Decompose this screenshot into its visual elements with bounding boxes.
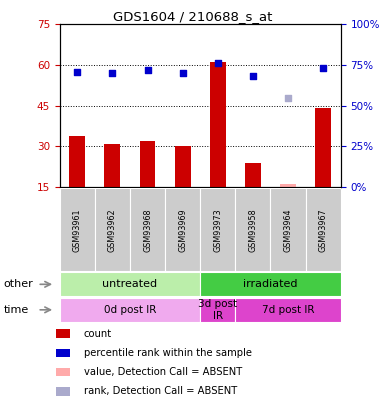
Text: 7d post IR: 7d post IR [262, 305, 314, 315]
Point [320, 65, 326, 72]
Bar [200, 298, 235, 322]
Bar [235, 298, 341, 322]
Text: value, Detection Call = ABSENT: value, Detection Call = ABSENT [84, 367, 242, 377]
Bar [245, 163, 261, 187]
Point [109, 70, 116, 77]
Text: 0d post IR: 0d post IR [104, 305, 156, 315]
Text: GSM93968: GSM93968 [143, 208, 152, 252]
Point [179, 70, 186, 77]
Text: GSM93962: GSM93962 [108, 208, 117, 252]
Text: irradiated: irradiated [243, 279, 298, 289]
Text: other: other [4, 279, 33, 289]
Text: untreated: untreated [102, 279, 157, 289]
Point [215, 60, 221, 66]
Point [285, 94, 291, 101]
Text: 3d post
IR: 3d post IR [198, 299, 237, 321]
Bar [130, 188, 165, 271]
Text: time: time [4, 305, 29, 315]
Bar [165, 188, 200, 271]
Text: GDS1604 / 210688_s_at: GDS1604 / 210688_s_at [113, 10, 272, 23]
Bar [60, 272, 200, 296]
Point [74, 68, 80, 75]
Point [250, 73, 256, 80]
Bar [60, 188, 95, 271]
Bar [306, 188, 341, 271]
Text: percentile rank within the sample: percentile rank within the sample [84, 348, 252, 358]
Text: GSM93958: GSM93958 [248, 208, 258, 252]
Bar [280, 184, 296, 187]
Bar [60, 298, 200, 322]
Text: GSM93964: GSM93964 [283, 208, 293, 252]
Text: GSM93973: GSM93973 [213, 208, 222, 252]
Bar [95, 188, 130, 271]
Bar [210, 62, 226, 187]
Bar [104, 144, 120, 187]
Bar [315, 109, 331, 187]
Bar [270, 188, 306, 271]
Bar [69, 136, 85, 187]
Text: rank, Detection Call = ABSENT: rank, Detection Call = ABSENT [84, 386, 237, 396]
Text: GSM93967: GSM93967 [319, 208, 328, 252]
Bar [175, 146, 191, 187]
Bar [200, 272, 341, 296]
Bar [200, 188, 235, 271]
Text: GSM93969: GSM93969 [178, 208, 187, 252]
Bar [140, 141, 156, 187]
Text: GSM93961: GSM93961 [73, 208, 82, 252]
Bar [235, 188, 271, 271]
Point [144, 67, 151, 73]
Text: count: count [84, 328, 112, 339]
